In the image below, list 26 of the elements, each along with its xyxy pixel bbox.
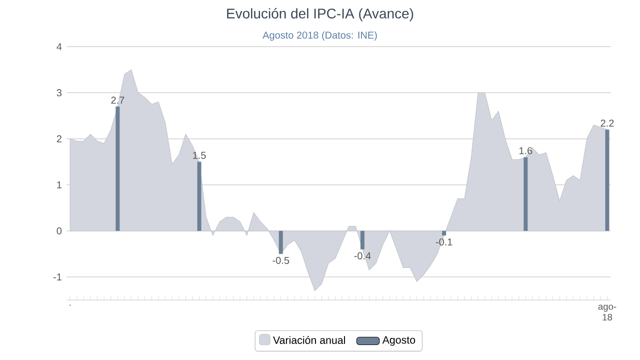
chart-subtitle: Agosto 2018 (Datos: INE) — [262, 31, 377, 41]
data-label: -0.5 — [272, 256, 290, 264]
data-label: 1.6 — [519, 147, 532, 154]
y-tick-label: 3 — [56, 89, 62, 96]
data-label: 2.7 — [111, 96, 124, 104]
y-tick-label: 0 — [56, 227, 62, 234]
bar — [197, 162, 202, 231]
bar — [442, 230, 446, 236]
y-tick-label: -1 — [54, 274, 62, 280]
data-label: -0.4 — [354, 252, 371, 260]
legend-label: Agosto — [382, 336, 416, 346]
bar — [605, 130, 610, 231]
y-tick-label: 4 — [56, 43, 62, 50]
data-label: 2.2 — [600, 120, 614, 127]
data-label: 1.5 — [193, 152, 206, 159]
y-tick-label: 1 — [57, 181, 62, 188]
bar — [116, 106, 120, 231]
bar — [360, 230, 364, 250]
x-tick-label: . — [70, 304, 71, 306]
x-tick-label: ago-18 — [598, 304, 616, 320]
bar — [278, 230, 283, 254]
legend-label: Variación anual — [273, 336, 345, 344]
bar — [524, 157, 528, 231]
data-label: -0.1 — [436, 238, 452, 246]
chart-title: Evolución del IPC-IA (Avance) — [227, 8, 414, 22]
y-tick-label: 2 — [56, 135, 62, 142]
